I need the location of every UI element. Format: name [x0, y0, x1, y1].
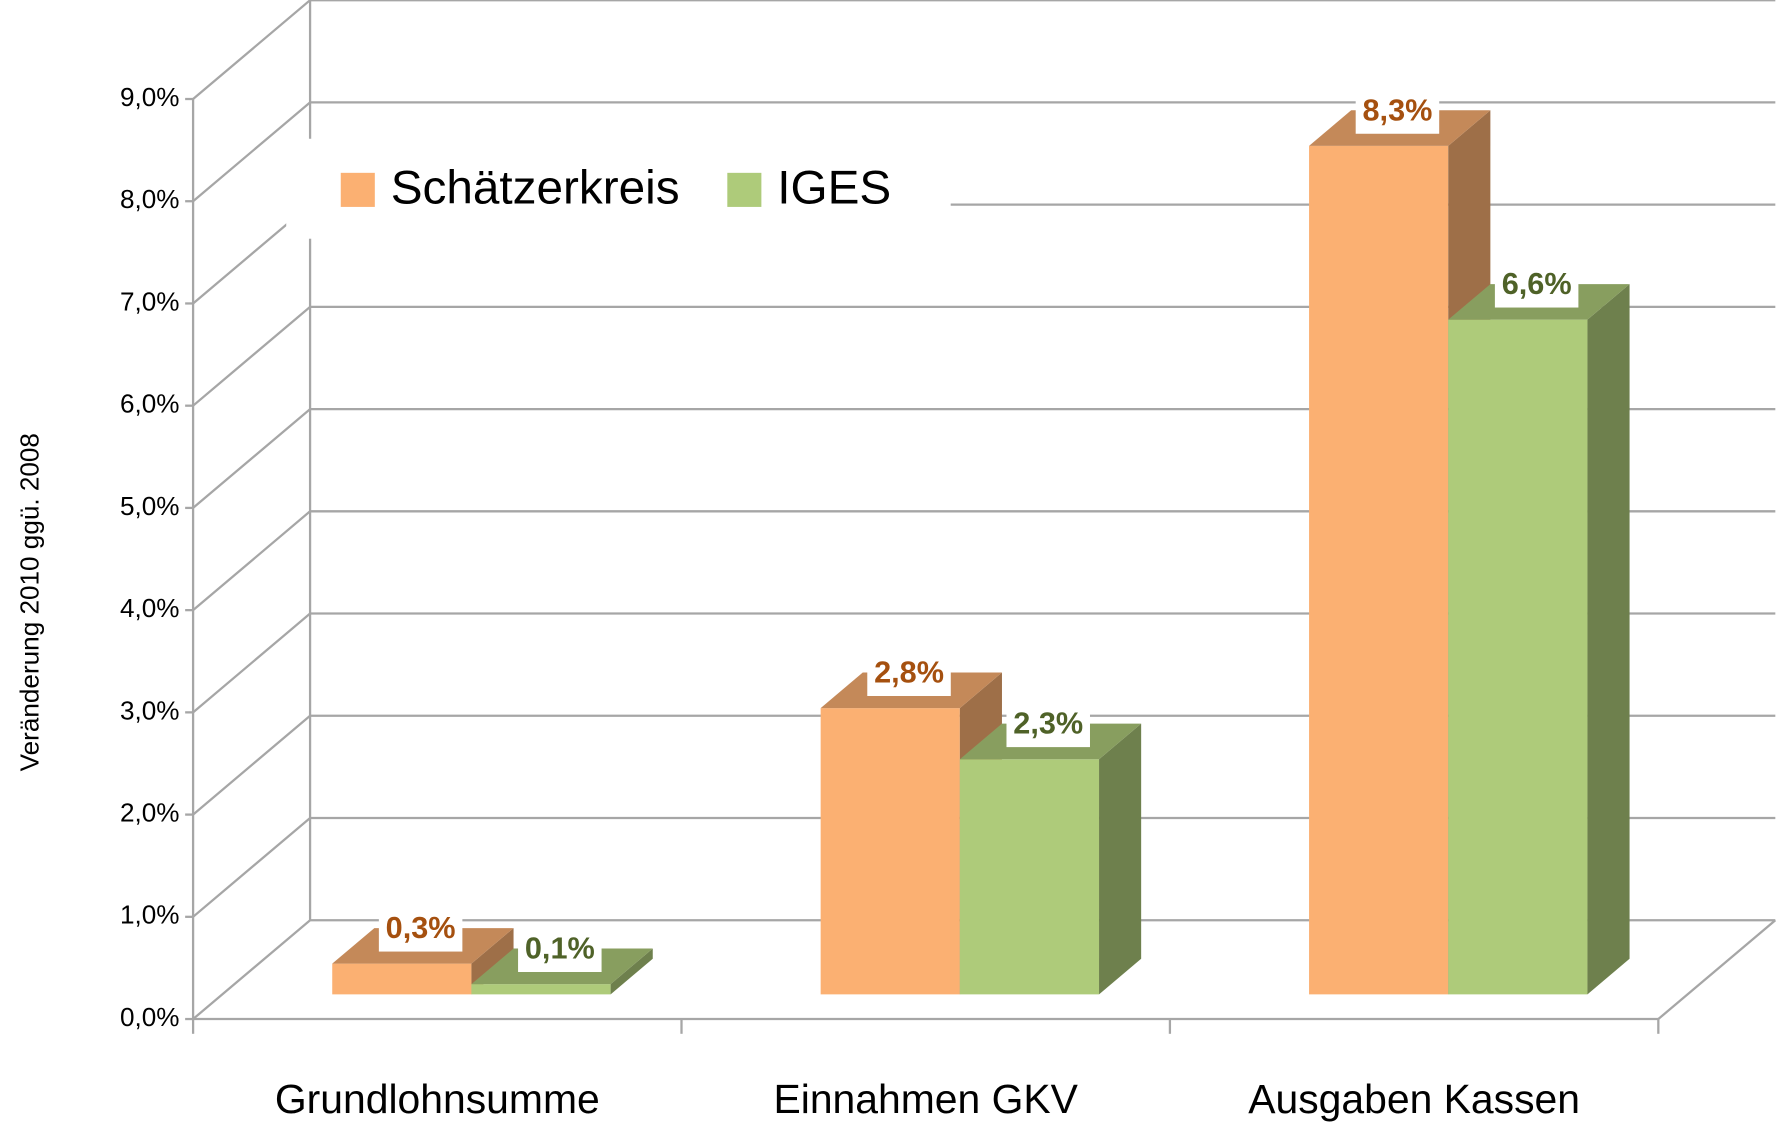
y-tick-label: 8,0% [120, 184, 180, 214]
data-label: 2,3% [1013, 707, 1083, 741]
bar-front [1309, 145, 1449, 995]
data-label: 0,3% [386, 911, 456, 945]
bar-side [1099, 723, 1142, 995]
legend-background [286, 138, 951, 239]
data-label-background [1355, 90, 1440, 134]
legend-swatch [727, 172, 762, 207]
legend-swatch [340, 172, 375, 207]
legend-label: IGES [777, 162, 891, 215]
grid-line [192, 510, 1776, 612]
bar-side [1587, 284, 1630, 995]
y-tick-label: 6,0% [120, 389, 180, 419]
bar-front [959, 759, 1100, 995]
bar [959, 723, 1142, 995]
data-label-background [867, 652, 951, 696]
bar-side [610, 948, 653, 995]
data-label: 0,1% [525, 932, 595, 966]
grid-line [192, 0, 1776, 100]
bar-front [471, 984, 611, 995]
grid-line [192, 612, 1776, 714]
data-label: 8,3% [1363, 93, 1433, 127]
data-label-background [378, 908, 463, 952]
y-tick-label: 5,0% [120, 491, 180, 521]
bar-front [1448, 319, 1588, 995]
bar-front [820, 708, 960, 995]
y-tick-label: 2,0% [120, 797, 180, 827]
data-label: 6,6% [1502, 267, 1572, 301]
legend: Schätzerkreis IGES [286, 138, 951, 239]
y-tick-label: 4,0% [120, 593, 180, 623]
bar [332, 928, 514, 995]
data-label-background [1006, 703, 1090, 748]
bar-front [332, 963, 472, 995]
y-tick-label: 9,0% [120, 82, 180, 112]
grid-line [192, 407, 1776, 509]
bar [1448, 284, 1630, 995]
y-tick-label: 0,0% [120, 1002, 180, 1032]
data-label-background [1494, 264, 1579, 308]
grid-line [192, 101, 1776, 203]
grid-line [192, 816, 1776, 918]
floor-edge [1657, 919, 1777, 1020]
grid-line [192, 919, 1776, 1020]
legend-label: Schätzerkreis [391, 162, 680, 215]
y-tick-label: 1,0% [120, 900, 180, 930]
x-tick-label: Einnahmen GKV [773, 1076, 1078, 1122]
data-label: 2,8% [874, 656, 944, 690]
data-label-background [518, 928, 602, 973]
grid-line [192, 714, 1776, 816]
x-tick-label: Grundlohnsumme [275, 1076, 600, 1122]
y-axis-title: Veränderung 2010 ggü. 2008 [15, 433, 45, 771]
y-tick-label: 7,0% [120, 286, 180, 316]
y-tick-label: 3,0% [120, 695, 180, 725]
grid-line [192, 305, 1776, 407]
x-tick-label: Ausgaben Kassen [1248, 1076, 1580, 1122]
